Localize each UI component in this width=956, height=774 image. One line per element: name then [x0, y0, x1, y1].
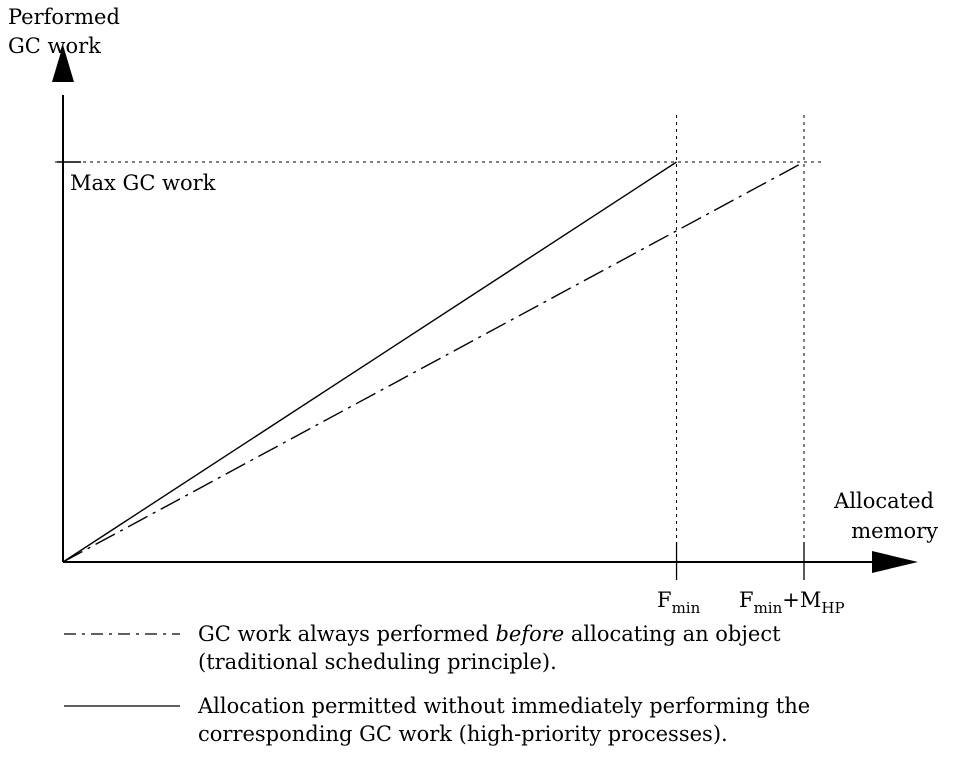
tick-fmhp-plus: +: [782, 588, 800, 612]
legend-dashdot-line2: (traditional scheduling principle).: [198, 650, 557, 674]
y-axis-label-line2: GC work: [8, 34, 101, 58]
legend-dashdot-line1: GC work always performed before allocati…: [198, 622, 781, 646]
tick-fmhp-sub: min: [754, 599, 783, 617]
legend: GC work always performed before allocati…: [64, 622, 810, 746]
tick-fmin-base: F: [657, 588, 672, 612]
tick-fmhp-sub2: HP: [821, 599, 844, 617]
legend-dashdot-text-c: allocating an object: [564, 622, 781, 646]
series-group: [62, 161, 805, 563]
tick-fmin-sub: min: [672, 599, 701, 617]
series-dashdot: [62, 161, 805, 563]
legend-dashdot-text-a: GC work always performed: [198, 622, 495, 646]
y-axis-arrow: [52, 45, 74, 82]
guide-lines: [55, 115, 824, 580]
x-axis-arrow: [872, 551, 918, 573]
x-axis-label-line2: memory: [851, 519, 938, 543]
legend-solid-line1: Allocation permitted without immediately…: [197, 694, 810, 718]
tick-fmhp-base2: M: [800, 588, 822, 612]
series-solid: [62, 161, 677, 563]
x-axis-label-line1: Allocated: [833, 489, 934, 513]
legend-dashdot-text-before: before: [495, 622, 564, 646]
y-axis-label-line1: Performed: [8, 5, 120, 29]
x-tick-label-fmin: Fmin: [657, 588, 701, 617]
max-gc-work-label: Max GC work: [70, 171, 216, 195]
tick-fmhp-base: F: [739, 588, 754, 612]
legend-solid-line2: corresponding GC work (high-priority pro…: [198, 722, 728, 746]
x-tick-label-fmin-mhp: Fmin+MHP: [739, 588, 845, 617]
